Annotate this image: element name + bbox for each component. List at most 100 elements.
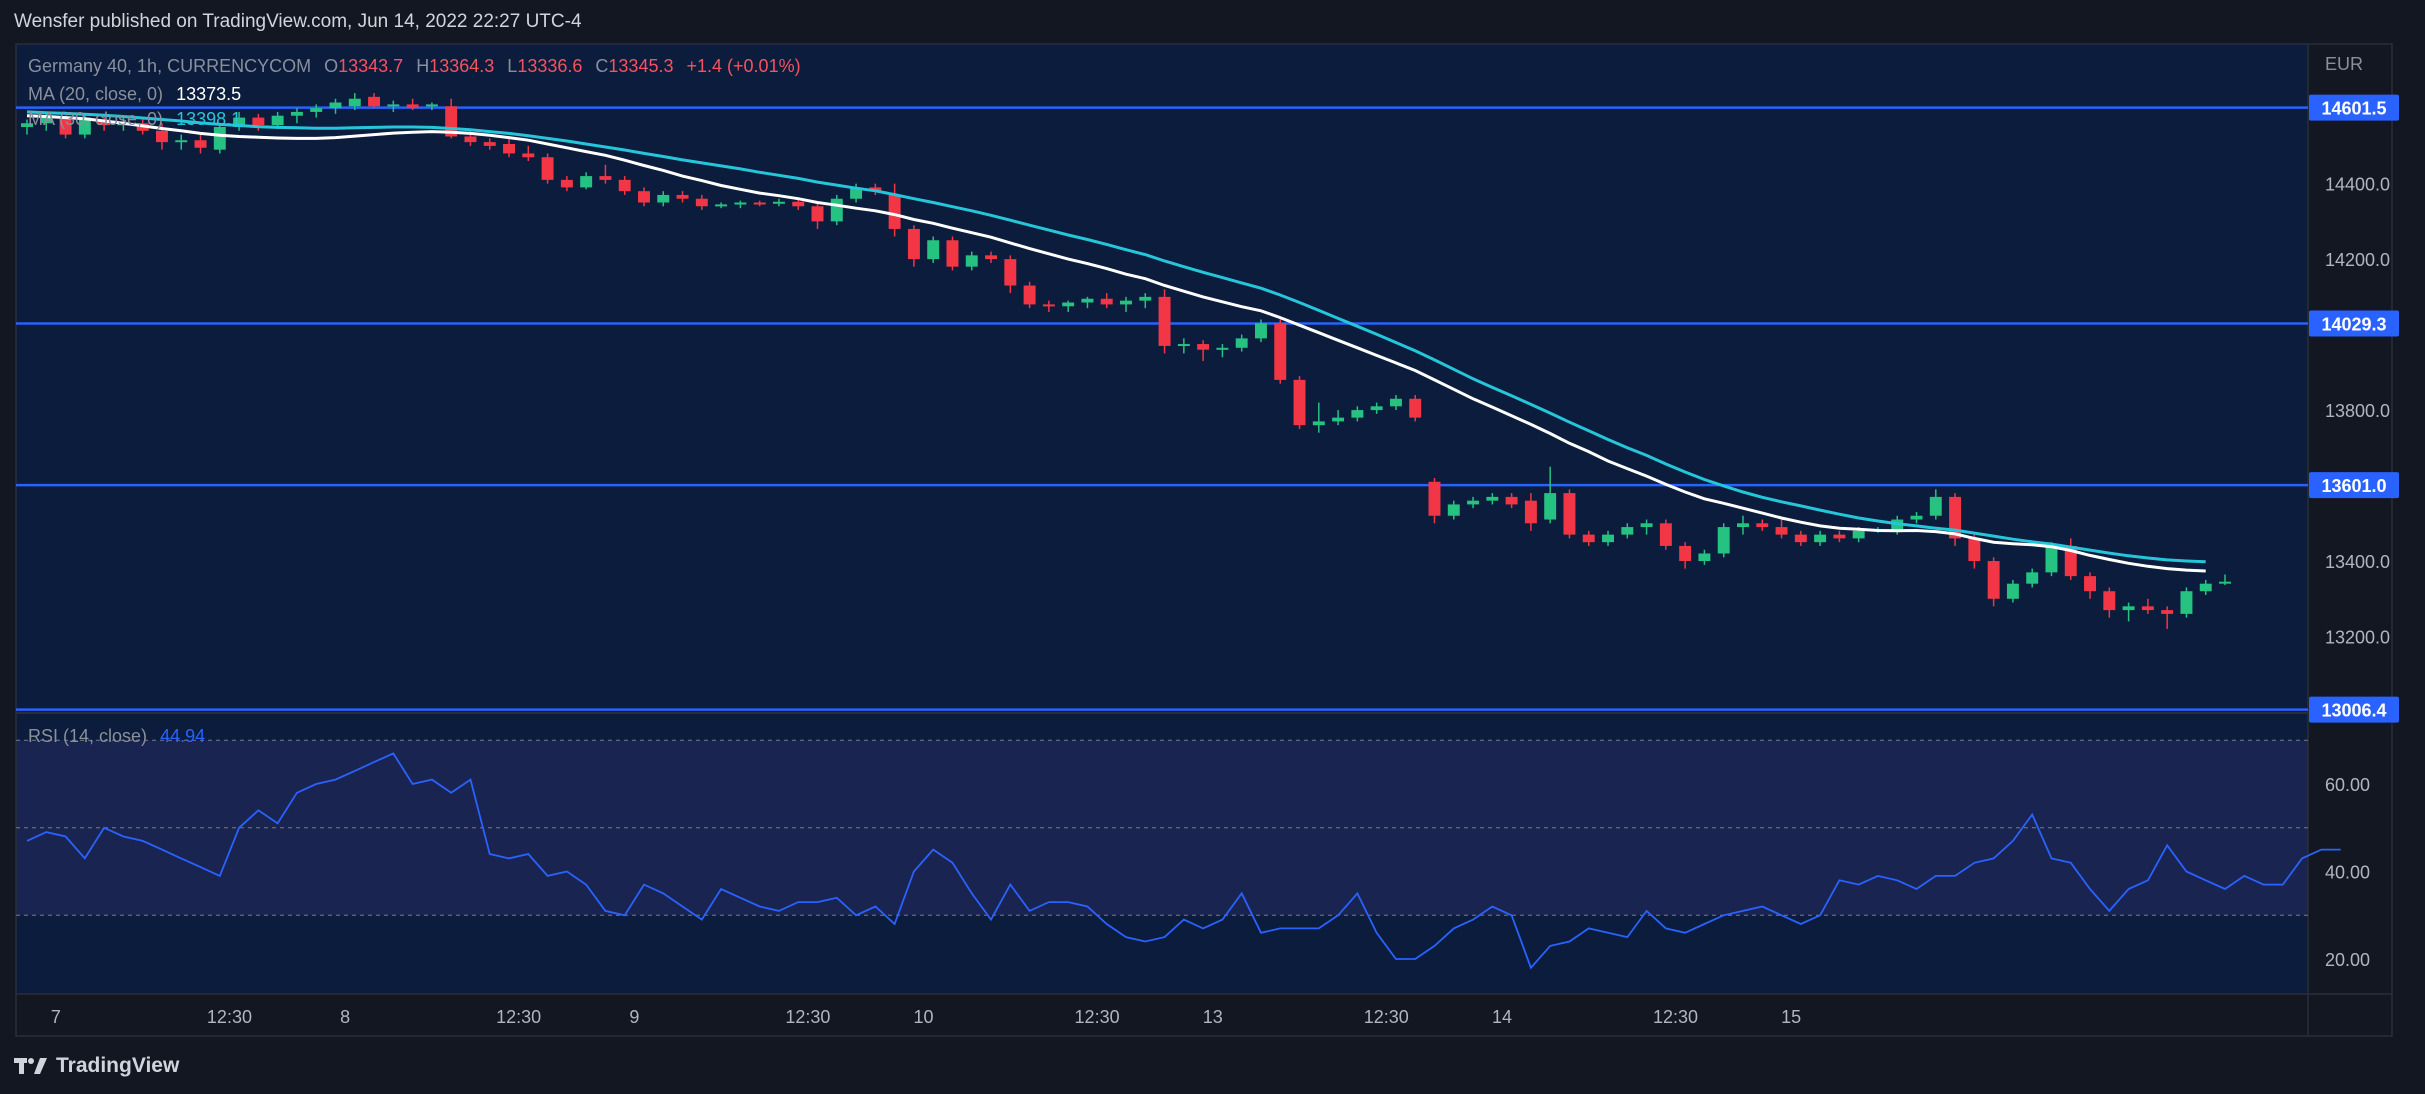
- candle: [2064, 545, 2077, 577]
- candle: [1794, 534, 1807, 543]
- candle: [965, 255, 978, 267]
- candle: [2219, 581, 2231, 584]
- candle: [715, 204, 728, 207]
- candle: [1910, 515, 1923, 520]
- candle: [1312, 421, 1325, 426]
- candle: [580, 176, 593, 188]
- price-tick-label: 13400.0: [2325, 552, 2390, 572]
- candle: [194, 140, 207, 148]
- candle: [1332, 417, 1345, 422]
- low-label: L: [507, 56, 518, 76]
- level-label: 14029.3: [2321, 315, 2386, 335]
- candle: [1602, 534, 1614, 543]
- candle: [1389, 398, 1402, 407]
- candle: [233, 117, 246, 128]
- level-label-bg: [2309, 310, 2399, 337]
- price-tick-label: 14200.0: [2325, 250, 2390, 270]
- price-tick-label: 14400.0: [2325, 175, 2390, 195]
- candle: [1254, 323, 1267, 339]
- candle: [21, 123, 33, 128]
- time-tick-label: 8: [340, 1007, 350, 1027]
- currency-label: EUR: [2325, 54, 2363, 74]
- candle: [387, 104, 400, 107]
- time-tick-label: 12:30: [1364, 1007, 1409, 1027]
- ma30-value: 13398.1: [176, 109, 242, 129]
- rsi-tick-label: 60.00: [2325, 775, 2370, 795]
- ma20-line: [26, 114, 2206, 573]
- candle: [78, 117, 91, 135]
- ma20-label: MA (20, close, 0): [28, 84, 164, 104]
- candle: [1949, 496, 1962, 539]
- level-label-bg: [2309, 94, 2399, 121]
- rsi-value: 44.94: [160, 726, 206, 746]
- candle: [2122, 606, 2135, 611]
- candle: [1428, 481, 1441, 516]
- publisher-line: Wensfer published on TradingView.com, Ju…: [14, 11, 582, 32]
- candle: [522, 153, 535, 158]
- candle: [1486, 496, 1499, 501]
- candle: [348, 98, 361, 107]
- time-tick-label: 12:30: [1653, 1007, 1698, 1027]
- tradingview-brand[interactable]: TradingView: [14, 1052, 179, 1080]
- rsi-legend[interactable]: RSI (14, close) 44.94: [28, 726, 205, 747]
- rsi-tick-label: 20.00: [2325, 950, 2370, 970]
- candle: [811, 206, 824, 222]
- tradingview-logo-icon: [14, 1058, 47, 1074]
- open-value: 13343.7: [338, 56, 404, 76]
- time-tick-label: 9: [629, 1007, 639, 1027]
- chart-canvas[interactable]: EUR 14400.0 14200.0 13800.0 13400.0 13200.0 14…: [0, 0, 2425, 1040]
- candle: [329, 102, 342, 109]
- candle: [599, 176, 612, 180]
- symbol-title[interactable]: Germany 40, 1h, CURRENCYCOM: [28, 56, 312, 76]
- candle: [1505, 496, 1518, 505]
- candle: [1100, 298, 1113, 305]
- candle: [676, 194, 689, 199]
- rsi-tick-label: 40.00: [2325, 863, 2370, 883]
- time-tick-label: 12:30: [207, 1007, 252, 1027]
- candle: [792, 201, 805, 207]
- candle: [772, 201, 785, 204]
- candle: [1929, 496, 1942, 516]
- ma20-legend[interactable]: MA (20, close, 0) 13373.5: [28, 84, 241, 105]
- time-tick-label: 14: [1492, 1007, 1512, 1027]
- candle: [1698, 553, 1711, 562]
- candle: [1679, 545, 1692, 562]
- candle: [2084, 576, 2097, 592]
- candle: [1833, 534, 1846, 539]
- ma20-value: 13373.5: [176, 84, 242, 104]
- candle: [1775, 527, 1788, 535]
- level-label: 13601.0: [2321, 476, 2386, 496]
- candle: [310, 108, 323, 112]
- ma30-label: MA (30, close, 0): [28, 109, 164, 129]
- price-pane: [16, 44, 2308, 712]
- open-label: O: [324, 56, 339, 76]
- candle: [1370, 406, 1383, 411]
- candle: [2103, 591, 2116, 611]
- candle: [1582, 534, 1595, 543]
- high-value: 13364.3: [429, 56, 495, 76]
- candle: [1756, 523, 1769, 528]
- candle: [1409, 398, 1422, 418]
- candle: [1737, 523, 1749, 528]
- high-label: H: [416, 56, 430, 76]
- low-value: 13336.6: [517, 56, 583, 76]
- time-tick-label: 15: [1781, 1007, 1801, 1027]
- rsi-line: [26, 752, 2341, 970]
- candle: [907, 228, 920, 260]
- candle: [1004, 259, 1017, 286]
- candle: [1717, 527, 1730, 554]
- time-tick-label: 12:30: [1075, 1007, 1120, 1027]
- candle: [753, 202, 766, 205]
- candle: [2199, 583, 2212, 592]
- level-label: 13006.4: [2321, 701, 2386, 721]
- candle: [2180, 591, 2193, 614]
- candle: [2161, 610, 2174, 614]
- candle: [1042, 304, 1055, 307]
- candle: [1351, 410, 1364, 418]
- candle: [985, 255, 998, 260]
- candle: [1563, 493, 1576, 535]
- candle: [464, 136, 477, 143]
- candle: [695, 198, 708, 207]
- ma30-legend[interactable]: MA (30, close, 0) 13398.1: [28, 109, 241, 130]
- ohlc-legend[interactable]: Germany 40, 1h, CURRENCYCOM O13343.7 H13…: [28, 56, 801, 77]
